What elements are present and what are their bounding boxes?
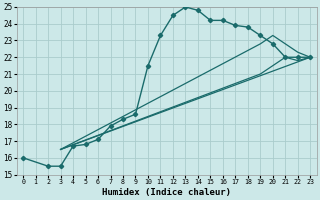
X-axis label: Humidex (Indice chaleur): Humidex (Indice chaleur) (102, 188, 231, 197)
